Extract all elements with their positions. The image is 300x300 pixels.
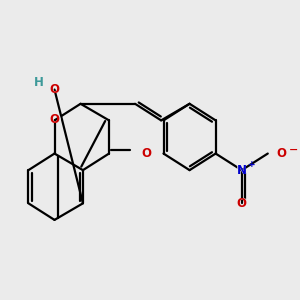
Text: N: N [237,164,247,177]
Text: −: − [289,145,298,155]
Text: O: O [236,197,247,210]
Text: O: O [276,147,287,160]
Text: O: O [50,113,59,126]
Text: O: O [141,147,151,160]
Text: O: O [49,83,60,96]
Text: H: H [34,76,45,89]
Text: N: N [236,164,247,177]
Text: O: O [141,147,152,160]
Text: O: O [49,113,60,126]
Text: O: O [276,147,286,160]
Text: +: + [248,160,256,169]
Text: O: O [50,83,59,96]
Text: O: O [237,197,247,210]
Text: H: H [34,76,44,89]
